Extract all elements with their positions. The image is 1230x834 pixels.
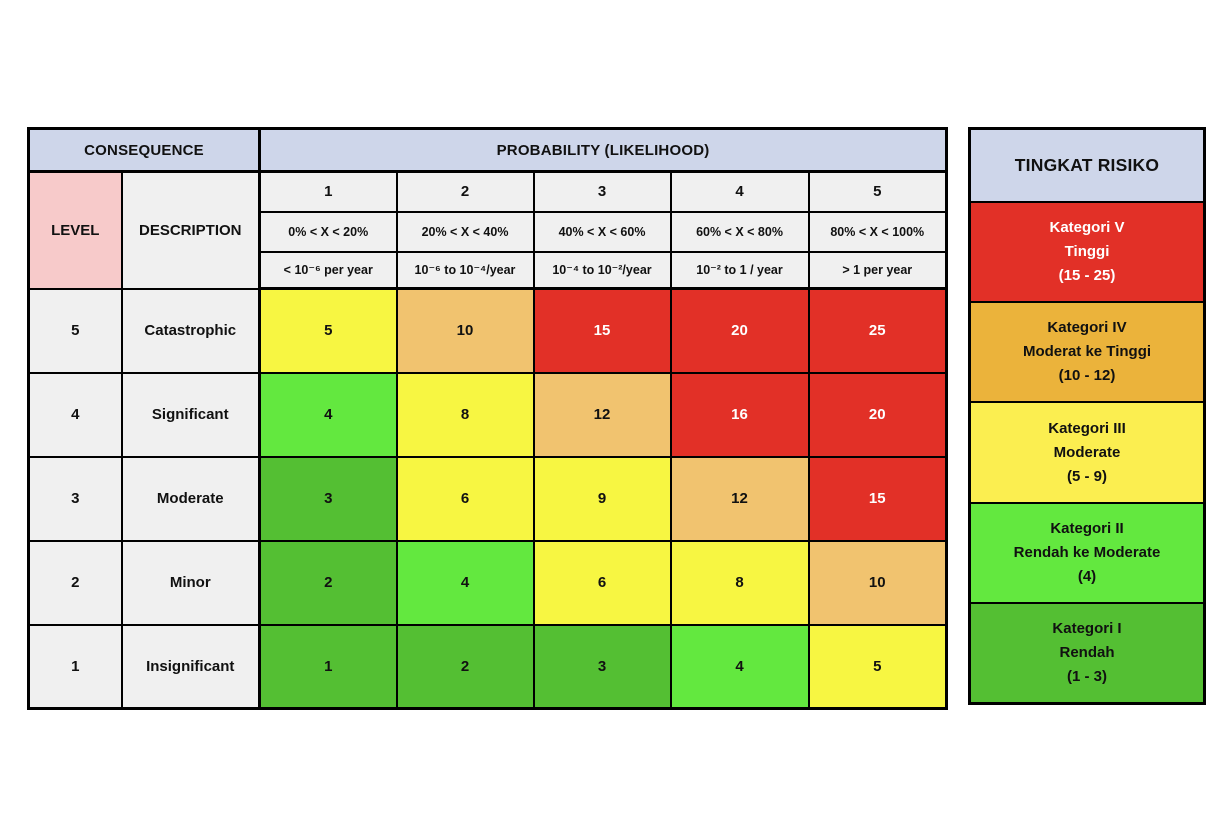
legend-item-line: (4) (1077, 567, 1097, 585)
consequence-row-catastrophic: 5 Catastrophic 5 10 15 20 25 (27, 287, 948, 374)
legend-item-line: (10 - 12) (1058, 367, 1116, 385)
probability-frequency-range-4: 10⁻² to 1 / year (669, 250, 810, 290)
risk-cell: 12 (669, 455, 810, 542)
probability-frequency-range-2: 10⁻⁶ to 10⁻⁴/year (395, 250, 535, 290)
legend-item-kategori-v: Kategori V Tinggi (15 - 25) (971, 201, 1203, 302)
risk-cell: 3 (532, 623, 672, 710)
probability-percent-range-3: 40% < X < 60% (532, 210, 672, 253)
legend-item-line: Kategori I (1052, 619, 1122, 637)
legend-item-line: Rendah ke Moderate (1013, 543, 1161, 561)
probability-level-4: 4 (669, 170, 810, 213)
risk-cell: 4 (258, 371, 398, 458)
risk-cell: 15 (807, 455, 948, 542)
legend-item-line: Kategori V (1049, 219, 1125, 237)
legend-item-line: Kategori II (1050, 519, 1124, 537)
legend-item-line: Kategori III (1048, 419, 1126, 437)
risk-cell: 10 (807, 539, 948, 626)
risk-cell: 2 (258, 539, 398, 626)
level-value: 4 (27, 371, 123, 458)
level-value: 1 (27, 623, 123, 710)
legend-item-kategori-i: Kategori I Rendah (1 - 3) (971, 601, 1203, 703)
consequence-row-minor: 2 Minor 2 4 6 8 10 (27, 539, 948, 626)
legend-title: TINGKAT RISIKO (971, 130, 1203, 201)
description-value: Catastrophic (120, 287, 261, 374)
legend-item-kategori-iv: Kategori IV Moderat ke Tinggi (10 - 12) (971, 301, 1203, 402)
probability-frequency-range-5: > 1 per year (807, 250, 948, 290)
legend-item-line: (1 - 3) (1066, 667, 1107, 685)
probability-percent-range-1: 0% < X < 20% (258, 210, 398, 253)
risk-cell: 15 (532, 287, 672, 374)
consequence-row-significant: 4 Significant 4 8 12 16 20 (27, 371, 948, 458)
legend-item-line: Moderate (1053, 443, 1121, 461)
probability-frequency-range-1: < 10⁻⁶ per year (258, 250, 398, 290)
legend-item-kategori-ii: Kategori II Rendah ke Moderate (4) (971, 501, 1203, 602)
probability-level-3: 3 (532, 170, 672, 213)
probability-level-1: 1 (258, 170, 398, 213)
probability-level-5: 5 (807, 170, 948, 213)
risk-cell: 8 (669, 539, 810, 626)
level-value: 2 (27, 539, 123, 626)
risk-cell: 6 (532, 539, 672, 626)
description-header: DESCRIPTION (120, 170, 261, 290)
legend-item-kategori-iii: Kategori III Moderate (5 - 9) (971, 401, 1203, 502)
legend-item-line: (15 - 25) (1058, 267, 1116, 285)
probability-percent-range-2: 20% < X < 40% (395, 210, 535, 253)
legend-item-line: (5 - 9) (1066, 467, 1107, 485)
risk-cell: 20 (669, 287, 810, 374)
risk-matrix-table: CONSEQUENCE PROBABILITY (LIKELIHOOD) LEV… (27, 127, 949, 710)
risk-cell: 25 (807, 287, 948, 374)
level-header: LEVEL (27, 170, 123, 290)
level-value: 5 (27, 287, 123, 374)
risk-cell: 9 (532, 455, 672, 542)
probability-percent-range-5: 80% < X < 100% (807, 210, 948, 253)
risk-cell: 4 (669, 623, 810, 710)
risk-cell: 5 (807, 623, 948, 710)
probability-header: PROBABILITY (LIKELIHOOD) (257, 127, 948, 173)
risk-cell: 1 (258, 623, 398, 710)
description-value: Insignificant (120, 623, 261, 710)
legend-item-line: Moderat ke Tinggi (1022, 343, 1152, 361)
risk-cell: 12 (532, 371, 672, 458)
level-value: 3 (27, 455, 123, 542)
risk-cell: 4 (395, 539, 535, 626)
risk-cell: 8 (395, 371, 535, 458)
description-value: Significant (120, 371, 261, 458)
legend-item-line: Rendah (1059, 643, 1115, 661)
probability-frequency-range-3: 10⁻⁴ to 10⁻²/year (532, 250, 672, 290)
description-value: Minor (120, 539, 261, 626)
description-value: Moderate (120, 455, 261, 542)
risk-cell: 6 (395, 455, 535, 542)
probability-level-2: 2 (395, 170, 535, 213)
risk-level-legend: TINGKAT RISIKO Kategori V Tinggi (15 - 2… (968, 127, 1206, 705)
risk-cell: 3 (258, 455, 398, 542)
consequence-row-insignificant: 1 Insignificant 1 2 3 4 5 (27, 623, 948, 710)
risk-cell: 2 (395, 623, 535, 710)
consequence-header: CONSEQUENCE (27, 127, 261, 173)
probability-percent-range-4: 60% < X < 80% (669, 210, 810, 253)
legend-item-line: Kategori IV (1047, 319, 1127, 337)
risk-cell: 20 (807, 371, 948, 458)
risk-cell: 10 (395, 287, 535, 374)
risk-cell: 5 (258, 287, 398, 374)
legend-item-line: Tinggi (1064, 243, 1110, 261)
consequence-row-moderate: 3 Moderate 3 6 9 12 15 (27, 455, 948, 542)
risk-cell: 16 (669, 371, 810, 458)
